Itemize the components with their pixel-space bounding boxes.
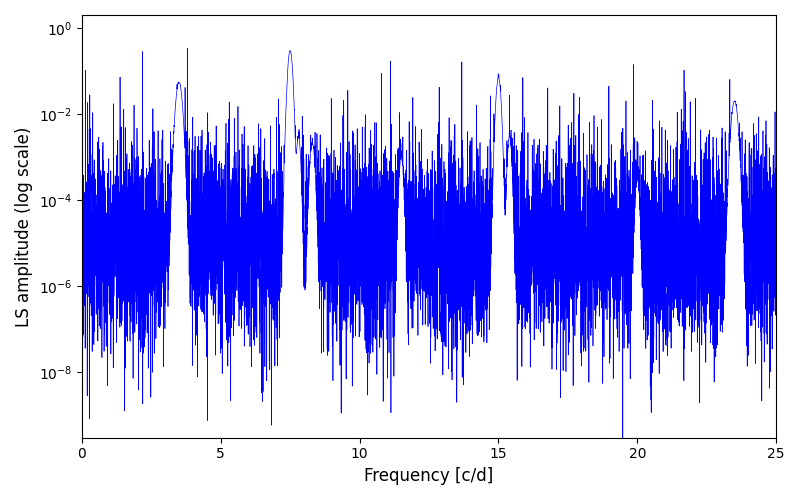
X-axis label: Frequency [c/d]: Frequency [c/d] — [364, 467, 494, 485]
Y-axis label: LS amplitude (log scale): LS amplitude (log scale) — [15, 126, 33, 326]
